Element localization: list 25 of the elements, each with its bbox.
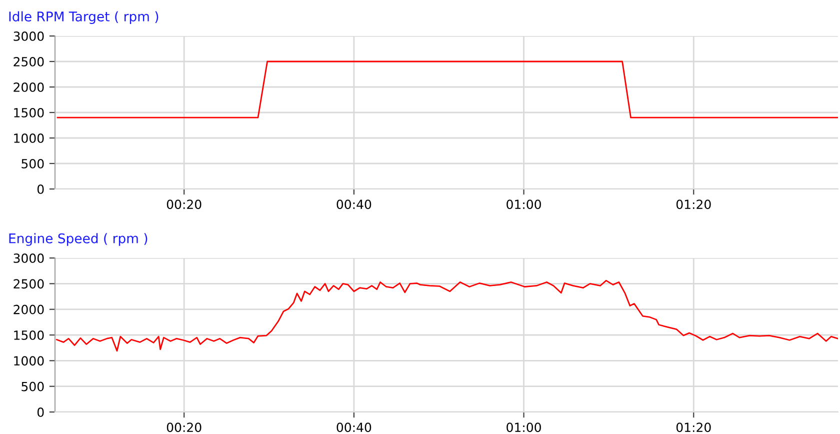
chart-title: Idle RPM Target ( rpm ) <box>9 11 158 24</box>
x-tick-label: 01:20 <box>676 422 711 432</box>
y-tick-label: 2000 <box>14 82 44 92</box>
x-tick-label: 00:40 <box>336 200 372 210</box>
y-tick-label: 0 <box>37 407 44 417</box>
x-tick-label: 00:20 <box>166 422 202 432</box>
y-tick-label: 1000 <box>14 356 44 366</box>
x-tick-label: 00:40 <box>336 422 372 432</box>
y-tick-label: 2500 <box>14 56 44 66</box>
y-tick-label: 3000 <box>14 31 44 41</box>
y-tick-label: 1500 <box>14 330 44 340</box>
y-tick-label: 1000 <box>14 133 44 143</box>
y-tick-label: 2000 <box>14 304 44 314</box>
line-series <box>56 280 838 352</box>
chart-title: Engine Speed ( rpm ) <box>9 233 148 246</box>
y-tick-label: 2500 <box>14 279 44 289</box>
x-tick-label: 01:00 <box>506 422 541 432</box>
y-tick-label: 3000 <box>14 253 44 263</box>
x-tick-label: 01:00 <box>506 200 541 210</box>
x-tick-label: 01:20 <box>676 200 711 210</box>
x-tick-label: 00:20 <box>166 200 202 210</box>
y-tick-label: 1500 <box>14 108 44 118</box>
y-tick-label: 0 <box>37 184 44 194</box>
y-tick-label: 500 <box>22 382 44 392</box>
y-tick-label: 500 <box>22 158 44 168</box>
